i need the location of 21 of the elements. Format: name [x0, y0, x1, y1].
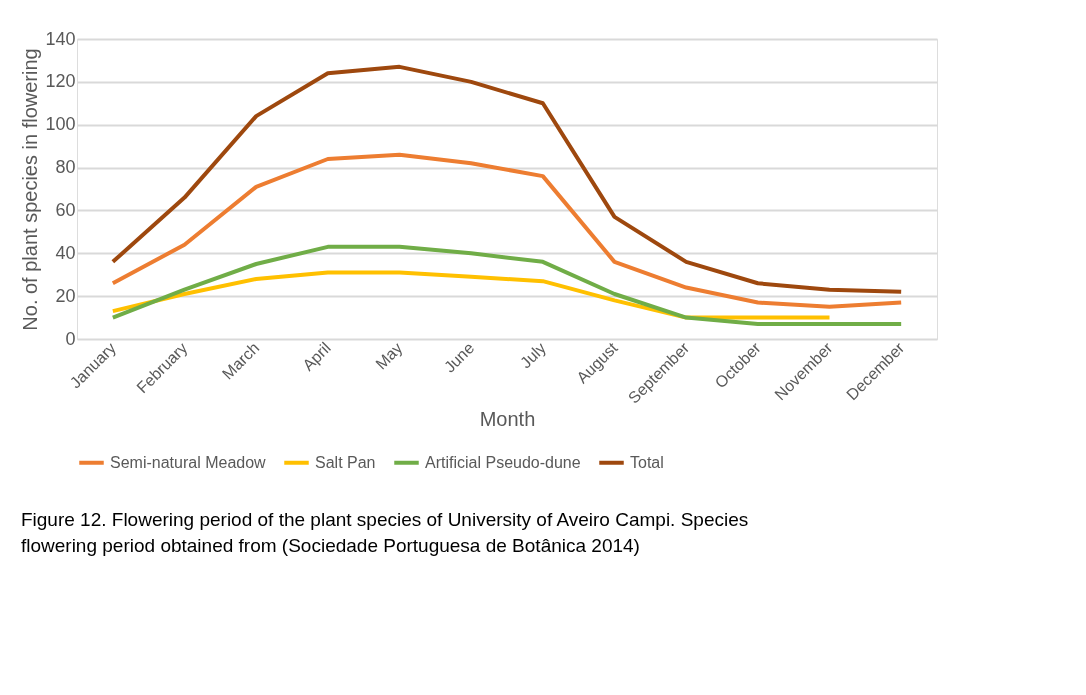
- y-tick-label: 140: [45, 28, 76, 49]
- legend-label: Salt Pan: [315, 453, 376, 471]
- y-tick-label: 60: [55, 199, 76, 220]
- y-tick-label: 20: [55, 285, 76, 306]
- line-series: [110, 152, 904, 309]
- y-tick-label: 120: [45, 71, 76, 92]
- legend-label: Artificial Pseudo-dune: [425, 453, 581, 471]
- legend-label: Semi-natural Meadow: [110, 453, 267, 471]
- y-tick-label: 100: [45, 114, 76, 135]
- y-tick-label: 80: [55, 157, 76, 178]
- x-axis-title: Month: [479, 408, 536, 431]
- x-tick-label: July: [516, 339, 549, 372]
- x-tick-label: May: [372, 339, 406, 373]
- y-tick-label: 40: [55, 242, 76, 263]
- line-series: [110, 64, 904, 294]
- y-axis-title: No. of plant species in flowering: [19, 48, 42, 331]
- y-tick-label: 0: [65, 328, 76, 349]
- caption: Figure 12. Flowering period of the plant species of University of Aveiro Campi. Species: [20, 509, 749, 530]
- text: flowering period obtained from (Sociedade Portuguesa de Botânica 2014): [20, 535, 640, 556]
- legend-label: Total: [630, 453, 664, 471]
- line-series: [110, 244, 904, 326]
